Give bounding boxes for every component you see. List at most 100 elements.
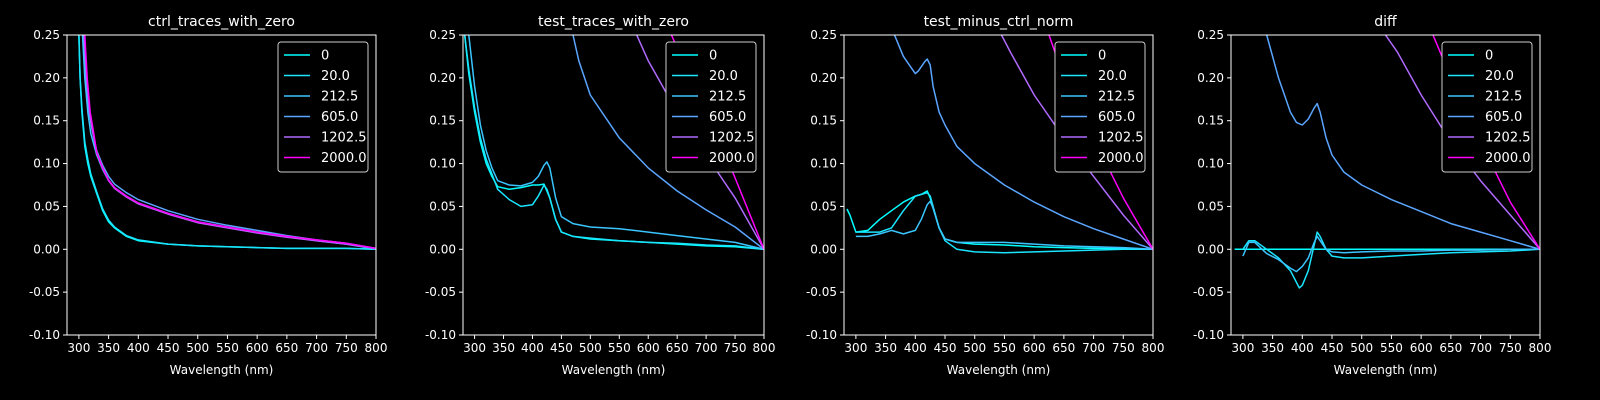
x-tick-label: 600 [1410, 341, 1433, 355]
y-tick-label: 0.05 [1197, 199, 1224, 213]
x-tick-label: 500 [1350, 341, 1373, 355]
legend-label-0: 0 [709, 49, 717, 64]
x-tick-label: 350 [1261, 341, 1284, 355]
series-line-20.0 [463, 35, 764, 251]
y-tick-label: 0.00 [1197, 242, 1224, 256]
y-tick-label: 0.10 [429, 157, 456, 171]
chart-title: test_minus_ctrl_norm [924, 14, 1074, 30]
series-line-20.0 [1242, 231, 1540, 289]
legend: 0 20.0 212.5 605.0 1202.5 2000.0 [1054, 41, 1146, 173]
y-tick-label: 0.25 [429, 28, 456, 42]
legend-frame [277, 41, 369, 173]
legend-label-20.0: 20.0 [1098, 69, 1127, 84]
legend-label-1202.5: 1202.5 [321, 131, 367, 146]
x-tick-label: 750 [1499, 341, 1522, 355]
legend-frame [665, 41, 757, 173]
x-tick-label: 700 [305, 341, 328, 355]
series-line-2000.0 [84, 35, 376, 250]
legend-label-605.0: 605.0 [1098, 110, 1135, 125]
y-tick-label: 0.15 [810, 114, 837, 128]
legend-label-605.0: 605.0 [321, 110, 358, 125]
x-tick-label: 800 [753, 341, 776, 355]
y-tick-label: 0.10 [1197, 157, 1224, 171]
x-tick-label: 800 [365, 341, 388, 355]
legend-label-2000.0: 2000.0 [1485, 151, 1531, 166]
chart-3: test_minus_ctrl_norm 300 350 400 450 500 550 60… [806, 14, 1165, 377]
legend-label-212.5: 212.5 [1485, 90, 1522, 105]
x-tick-label: 650 [275, 341, 298, 355]
legend-label-1202.5: 1202.5 [1098, 131, 1144, 146]
legend-label-2000.0: 2000.0 [709, 151, 755, 166]
legend: 0 20.0 212.5 605.0 1202.5 2000.0 [277, 41, 369, 173]
legend-frame [1441, 41, 1533, 173]
chart-1: ctrl_traces_with_zero 300 350 400 450 500 550 6… [29, 14, 388, 377]
y-tick-label: 0.20 [429, 71, 456, 85]
y-tick-label: -0.05 [806, 285, 837, 299]
x-axis-label: Wavelength (nm) [562, 363, 666, 377]
legend-label-605.0: 605.0 [709, 110, 746, 125]
x-tick-label: 600 [637, 341, 660, 355]
series-line-212.5 [855, 200, 1153, 251]
y-tick-label: 0.05 [33, 199, 60, 213]
x-tick-label: 400 [127, 341, 150, 355]
series-line-212.5 [468, 35, 764, 251]
x-tick-label: 600 [246, 341, 269, 355]
x-tick-label: 500 [186, 341, 209, 355]
x-tick-label: 350 [492, 341, 515, 355]
legend-label-20.0: 20.0 [321, 69, 350, 84]
chart-4: diff 300 350 400 450 500 550 600 650 700 750 800 -0.… [1193, 14, 1552, 377]
y-tick-label: 0.20 [33, 71, 60, 85]
y-tick-label: 0.20 [810, 71, 837, 85]
x-tick-label: 500 [963, 341, 986, 355]
legend-label-212.5: 212.5 [321, 90, 358, 105]
y-tick-label: 0.05 [810, 199, 837, 213]
y-tick-label: 0.15 [1197, 114, 1224, 128]
legend-label-1202.5: 1202.5 [709, 131, 755, 146]
y-tick-label: 0.00 [429, 242, 456, 256]
series-line-212.5 [1242, 235, 1540, 273]
x-tick-label: 400 [1291, 341, 1314, 355]
x-tick-label: 700 [695, 341, 718, 355]
y-tick-label: 0.25 [810, 28, 837, 42]
legend-label-605.0: 605.0 [1485, 110, 1522, 125]
x-tick-label: 600 [1023, 341, 1046, 355]
chart-2: test_traces_with_zero 300 350 400 450 500 550 6… [425, 14, 776, 377]
x-tick-label: 550 [608, 341, 631, 355]
x-tick-label: 300 [1231, 341, 1254, 355]
axes-frame [1230, 34, 1541, 336]
legend-label-2000.0: 2000.0 [321, 151, 367, 166]
x-tick-label: 750 [335, 341, 358, 355]
x-tick-label: 350 [97, 341, 120, 355]
legend-label-20.0: 20.0 [1485, 69, 1514, 84]
x-tick-label: 650 [1439, 341, 1462, 355]
x-tick-label: 450 [550, 341, 573, 355]
legend: 0 20.0 212.5 605.0 1202.5 2000.0 [1441, 41, 1533, 173]
x-tick-label: 750 [724, 341, 747, 355]
series-group [78, 35, 376, 251]
y-tick-label: 0.00 [810, 242, 837, 256]
y-tick-label: -0.10 [1193, 328, 1224, 342]
chart-title: test_traces_with_zero [538, 14, 689, 30]
x-tick-label: 550 [216, 341, 239, 355]
y-tick-label: 0.25 [1197, 28, 1224, 42]
y-tick-label: -0.05 [1193, 285, 1224, 299]
legend-label-0: 0 [1485, 49, 1493, 64]
x-tick-label: 500 [579, 341, 602, 355]
x-tick-label: 550 [1380, 341, 1403, 355]
y-tick-label: -0.05 [29, 285, 60, 299]
x-tick-label: 450 [934, 341, 957, 355]
legend-label-1202.5: 1202.5 [1485, 131, 1531, 146]
x-tick-label: 700 [1082, 341, 1105, 355]
chart-title: ctrl_traces_with_zero [148, 14, 295, 30]
series-group [463, 35, 764, 251]
x-tick-label: 300 [844, 341, 867, 355]
axes-frame [462, 34, 765, 336]
x-tick-label: 750 [1112, 341, 1135, 355]
legend-label-212.5: 212.5 [709, 90, 746, 105]
x-tick-label: 400 [521, 341, 544, 355]
axes-frame [843, 34, 1154, 336]
x-tick-label: 700 [1469, 341, 1492, 355]
chart-title: diff [1374, 14, 1397, 30]
x-tick-label: 650 [666, 341, 689, 355]
